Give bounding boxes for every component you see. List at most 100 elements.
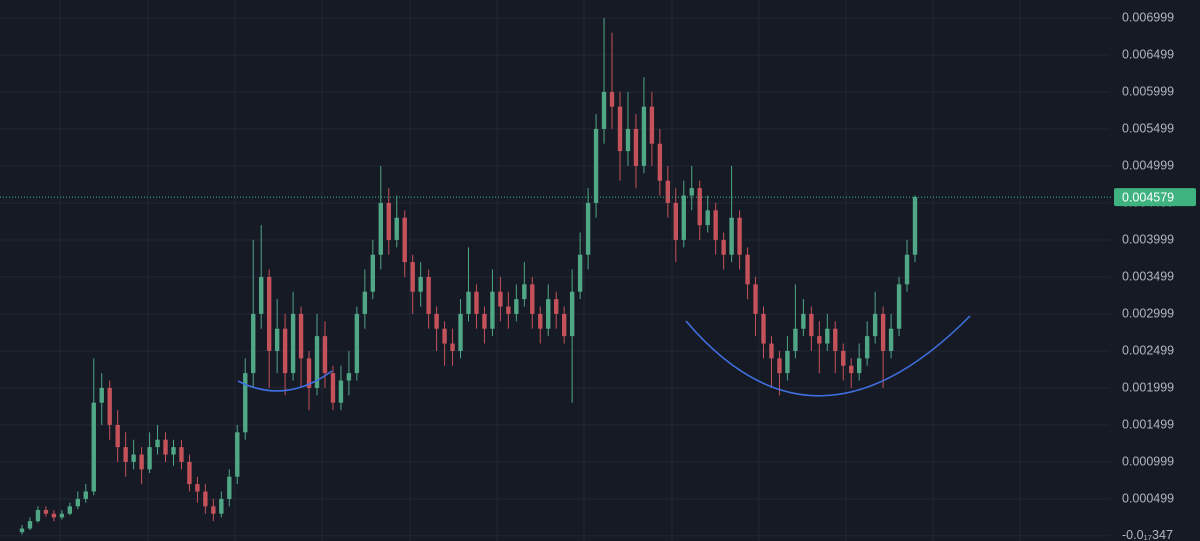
candle-body [91, 402, 96, 492]
candle-body [745, 254, 750, 285]
candle-body [737, 217, 742, 255]
candle-body [633, 128, 639, 166]
candle-body [705, 210, 710, 226]
price-grid [0, 17, 1110, 537]
candle-body [83, 491, 88, 499]
candle-body [864, 336, 870, 359]
candle-body [673, 202, 678, 240]
y-tick-label: -0.0₁₇347 [1122, 528, 1173, 541]
candle-body [872, 313, 878, 337]
last-price: 0.004579 [0, 188, 1196, 207]
candle-body [370, 254, 376, 292]
candle-body [203, 491, 208, 507]
candle-body [490, 291, 495, 329]
candle-body [713, 210, 718, 240]
candle-body [330, 373, 336, 403]
candle-body [274, 328, 280, 351]
drawings [237, 315, 971, 397]
candle-body [107, 387, 112, 425]
candle-body [99, 387, 104, 403]
candle-body [450, 343, 455, 351]
candle-body [67, 506, 73, 514]
candle-body [625, 128, 631, 152]
candle-body [506, 306, 511, 314]
price-axis: 0.006999 0.006499 0.005999 0.005499 0.004999… [1122, 10, 1174, 541]
candle-body [649, 106, 655, 144]
y-tick-label: 0.005499 [1122, 121, 1174, 135]
candle-body [251, 313, 256, 374]
candle-body [466, 291, 471, 314]
rounded-bottom-large [685, 315, 971, 397]
candle-body [577, 254, 583, 292]
candle-body [27, 521, 33, 529]
candle-body [410, 262, 415, 292]
candle-body [235, 432, 240, 477]
candle-body [402, 217, 407, 263]
candle-body [841, 350, 846, 366]
candle-body [801, 313, 806, 329]
candle-body [825, 328, 830, 344]
candle-body [904, 254, 910, 285]
candle-body [163, 439, 168, 455]
candle-body [729, 217, 734, 255]
candle-body [171, 447, 176, 455]
y-tick-label: 0.006499 [1122, 47, 1174, 61]
candle-body [115, 424, 120, 448]
candle-body [290, 313, 296, 374]
candle-body [394, 217, 399, 240]
candle-body [721, 239, 726, 255]
y-tick-label: 0.001999 [1122, 380, 1174, 394]
time-grid [59, 0, 1021, 541]
candle-body [849, 365, 854, 374]
y-tick-label: 0.004999 [1122, 158, 1174, 172]
rounded-bottom-small [237, 370, 333, 392]
candle-body [569, 291, 575, 337]
candles [19, 17, 918, 535]
candle-body [769, 343, 774, 359]
y-tick-label: 0.002499 [1122, 343, 1174, 357]
last-price-label: 0.004579 [1122, 190, 1174, 204]
candle-body [219, 498, 224, 514]
candle-body [322, 336, 328, 374]
y-tick-label: 0.000999 [1122, 454, 1174, 468]
candle-body [123, 447, 128, 462]
candle-body [522, 284, 527, 300]
y-tick-label: 0.000499 [1122, 491, 1174, 505]
candle-body [179, 447, 184, 462]
candle-body [354, 313, 360, 374]
candle-body [609, 91, 615, 107]
candle-body [386, 202, 391, 240]
candle-body [35, 510, 41, 522]
last-price-tag [1114, 188, 1196, 207]
candle-body [426, 276, 431, 314]
candle-body [856, 358, 862, 374]
candle-body [298, 313, 304, 359]
y-tick-label: 0.002999 [1122, 306, 1174, 320]
candle-body [888, 328, 894, 351]
candle-body [753, 284, 758, 314]
candle-body [282, 328, 288, 374]
y-tick-label: 0.003499 [1122, 269, 1174, 283]
candle-body [131, 454, 136, 462]
candle-body [665, 180, 671, 203]
y-tick-label: 0.001499 [1122, 417, 1174, 431]
candle-body [306, 358, 312, 388]
candle-body [561, 313, 567, 337]
candle-body [211, 506, 216, 514]
candle-body [554, 299, 559, 314]
candle-body [793, 328, 798, 351]
candle-body [761, 313, 766, 344]
candle-body [187, 461, 192, 485]
candle-body [880, 313, 886, 351]
candle-body [338, 380, 344, 403]
candle-body [75, 498, 81, 507]
candle-body [227, 476, 232, 499]
candle-body [43, 510, 49, 514]
candle-body [896, 284, 902, 329]
candle-body [147, 447, 152, 470]
candle-body [697, 188, 702, 226]
candle-body [482, 313, 487, 329]
candle-body [601, 91, 607, 129]
candle-body [641, 106, 647, 166]
